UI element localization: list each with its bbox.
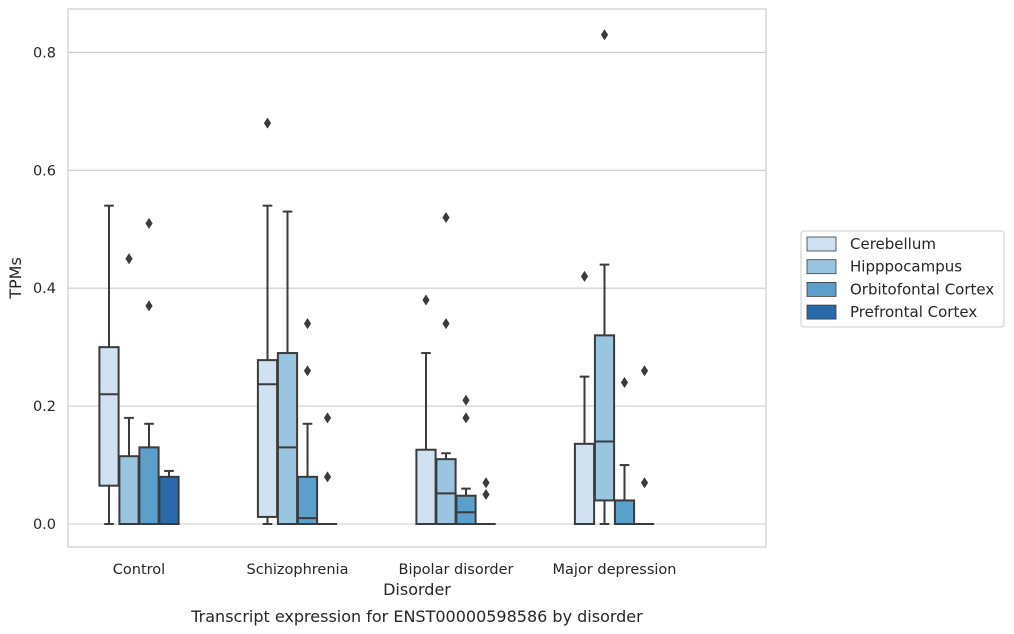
box-0-0 bbox=[98, 204, 120, 525]
chart-caption: Transcript expression for ENST0000059858… bbox=[190, 607, 643, 626]
y-tick-label: 0.6 bbox=[33, 163, 56, 179]
outlier-point bbox=[145, 217, 153, 229]
outlier-point bbox=[600, 29, 609, 41]
box-body bbox=[158, 475, 180, 525]
legend: Cerebellum Hipppocampus Orbitofontal Corte… bbox=[800, 230, 1005, 328]
x-tick-label: Schizophrenia bbox=[247, 562, 349, 578]
box-1-3 bbox=[593, 29, 616, 525]
outlier-point bbox=[303, 318, 312, 330]
legend-frame bbox=[800, 230, 1005, 328]
box-body bbox=[98, 346, 120, 487]
box-3-3 bbox=[634, 365, 655, 525]
outlier-point bbox=[442, 318, 450, 330]
box-1-2 bbox=[435, 211, 457, 525]
box-body bbox=[118, 455, 140, 525]
x-tick-label: Control bbox=[113, 562, 165, 578]
x-tick-label: Bipolar disorder bbox=[399, 562, 514, 578]
x-tick-labels: Control Schizophrenia Bipolar disorder Majo… bbox=[113, 562, 677, 578]
box-3-1 bbox=[317, 412, 338, 525]
box-0-1 bbox=[256, 117, 279, 525]
outlier-point bbox=[482, 477, 490, 489]
box-body bbox=[455, 494, 477, 526]
box-1-0 bbox=[118, 253, 140, 525]
box-3-0 bbox=[158, 469, 180, 525]
y-tick-labels: 0.0 0.2 0.4 0.6 0.8 bbox=[33, 45, 56, 533]
outlier-point bbox=[482, 489, 490, 501]
outlier-point bbox=[323, 471, 332, 483]
box-0-2 bbox=[415, 294, 437, 525]
legend-swatch bbox=[806, 281, 837, 297]
plot-area bbox=[98, 29, 655, 526]
outlier-point bbox=[580, 270, 589, 282]
legend-label: Cerebellum bbox=[850, 235, 936, 253]
plot-frame bbox=[67, 8, 767, 548]
outlier-point bbox=[303, 365, 312, 377]
x-tick-label: Major depression bbox=[553, 562, 677, 578]
legend-label: Hipppocampus bbox=[850, 258, 962, 276]
outlier-point bbox=[640, 365, 649, 377]
legend-label: Orbitofontal Cortex bbox=[850, 280, 994, 298]
outlier-point bbox=[323, 412, 332, 424]
outlier-point bbox=[263, 117, 272, 129]
box-body bbox=[435, 458, 457, 525]
box-1-1 bbox=[276, 210, 299, 526]
outlier-point bbox=[125, 253, 133, 265]
legend-swatch bbox=[806, 236, 837, 252]
box-body bbox=[415, 448, 437, 525]
box-0-3 bbox=[573, 270, 596, 525]
box-2-2 bbox=[455, 394, 477, 526]
outlier-point bbox=[620, 377, 629, 389]
box-body bbox=[276, 352, 299, 526]
outlier-point bbox=[145, 300, 153, 312]
box-body bbox=[296, 475, 319, 525]
outlier-point bbox=[422, 294, 430, 306]
y-tick-label: 0.4 bbox=[33, 281, 56, 297]
box-body bbox=[138, 446, 160, 525]
legend-label: Prefrontal Cortex bbox=[850, 303, 977, 321]
outlier-point bbox=[640, 477, 649, 489]
y-tick-label: 0.2 bbox=[33, 399, 56, 415]
y-tick-label: 0.0 bbox=[33, 517, 56, 533]
y-axis-title: TPMs bbox=[6, 257, 25, 300]
box-2-0 bbox=[138, 217, 160, 525]
legend-swatch bbox=[806, 259, 837, 275]
box-body bbox=[573, 442, 596, 525]
box-body bbox=[593, 334, 616, 502]
box-body bbox=[613, 499, 636, 526]
outlier-point bbox=[462, 412, 470, 424]
legend-swatch bbox=[806, 304, 837, 320]
x-axis-title: Disorder bbox=[383, 580, 451, 599]
box-2-1 bbox=[296, 318, 319, 525]
outlier-point bbox=[442, 211, 450, 223]
box-3-2 bbox=[476, 477, 496, 525]
y-tick-label: 0.8 bbox=[33, 45, 56, 61]
box-2-3 bbox=[613, 377, 636, 526]
outlier-point bbox=[462, 394, 470, 406]
